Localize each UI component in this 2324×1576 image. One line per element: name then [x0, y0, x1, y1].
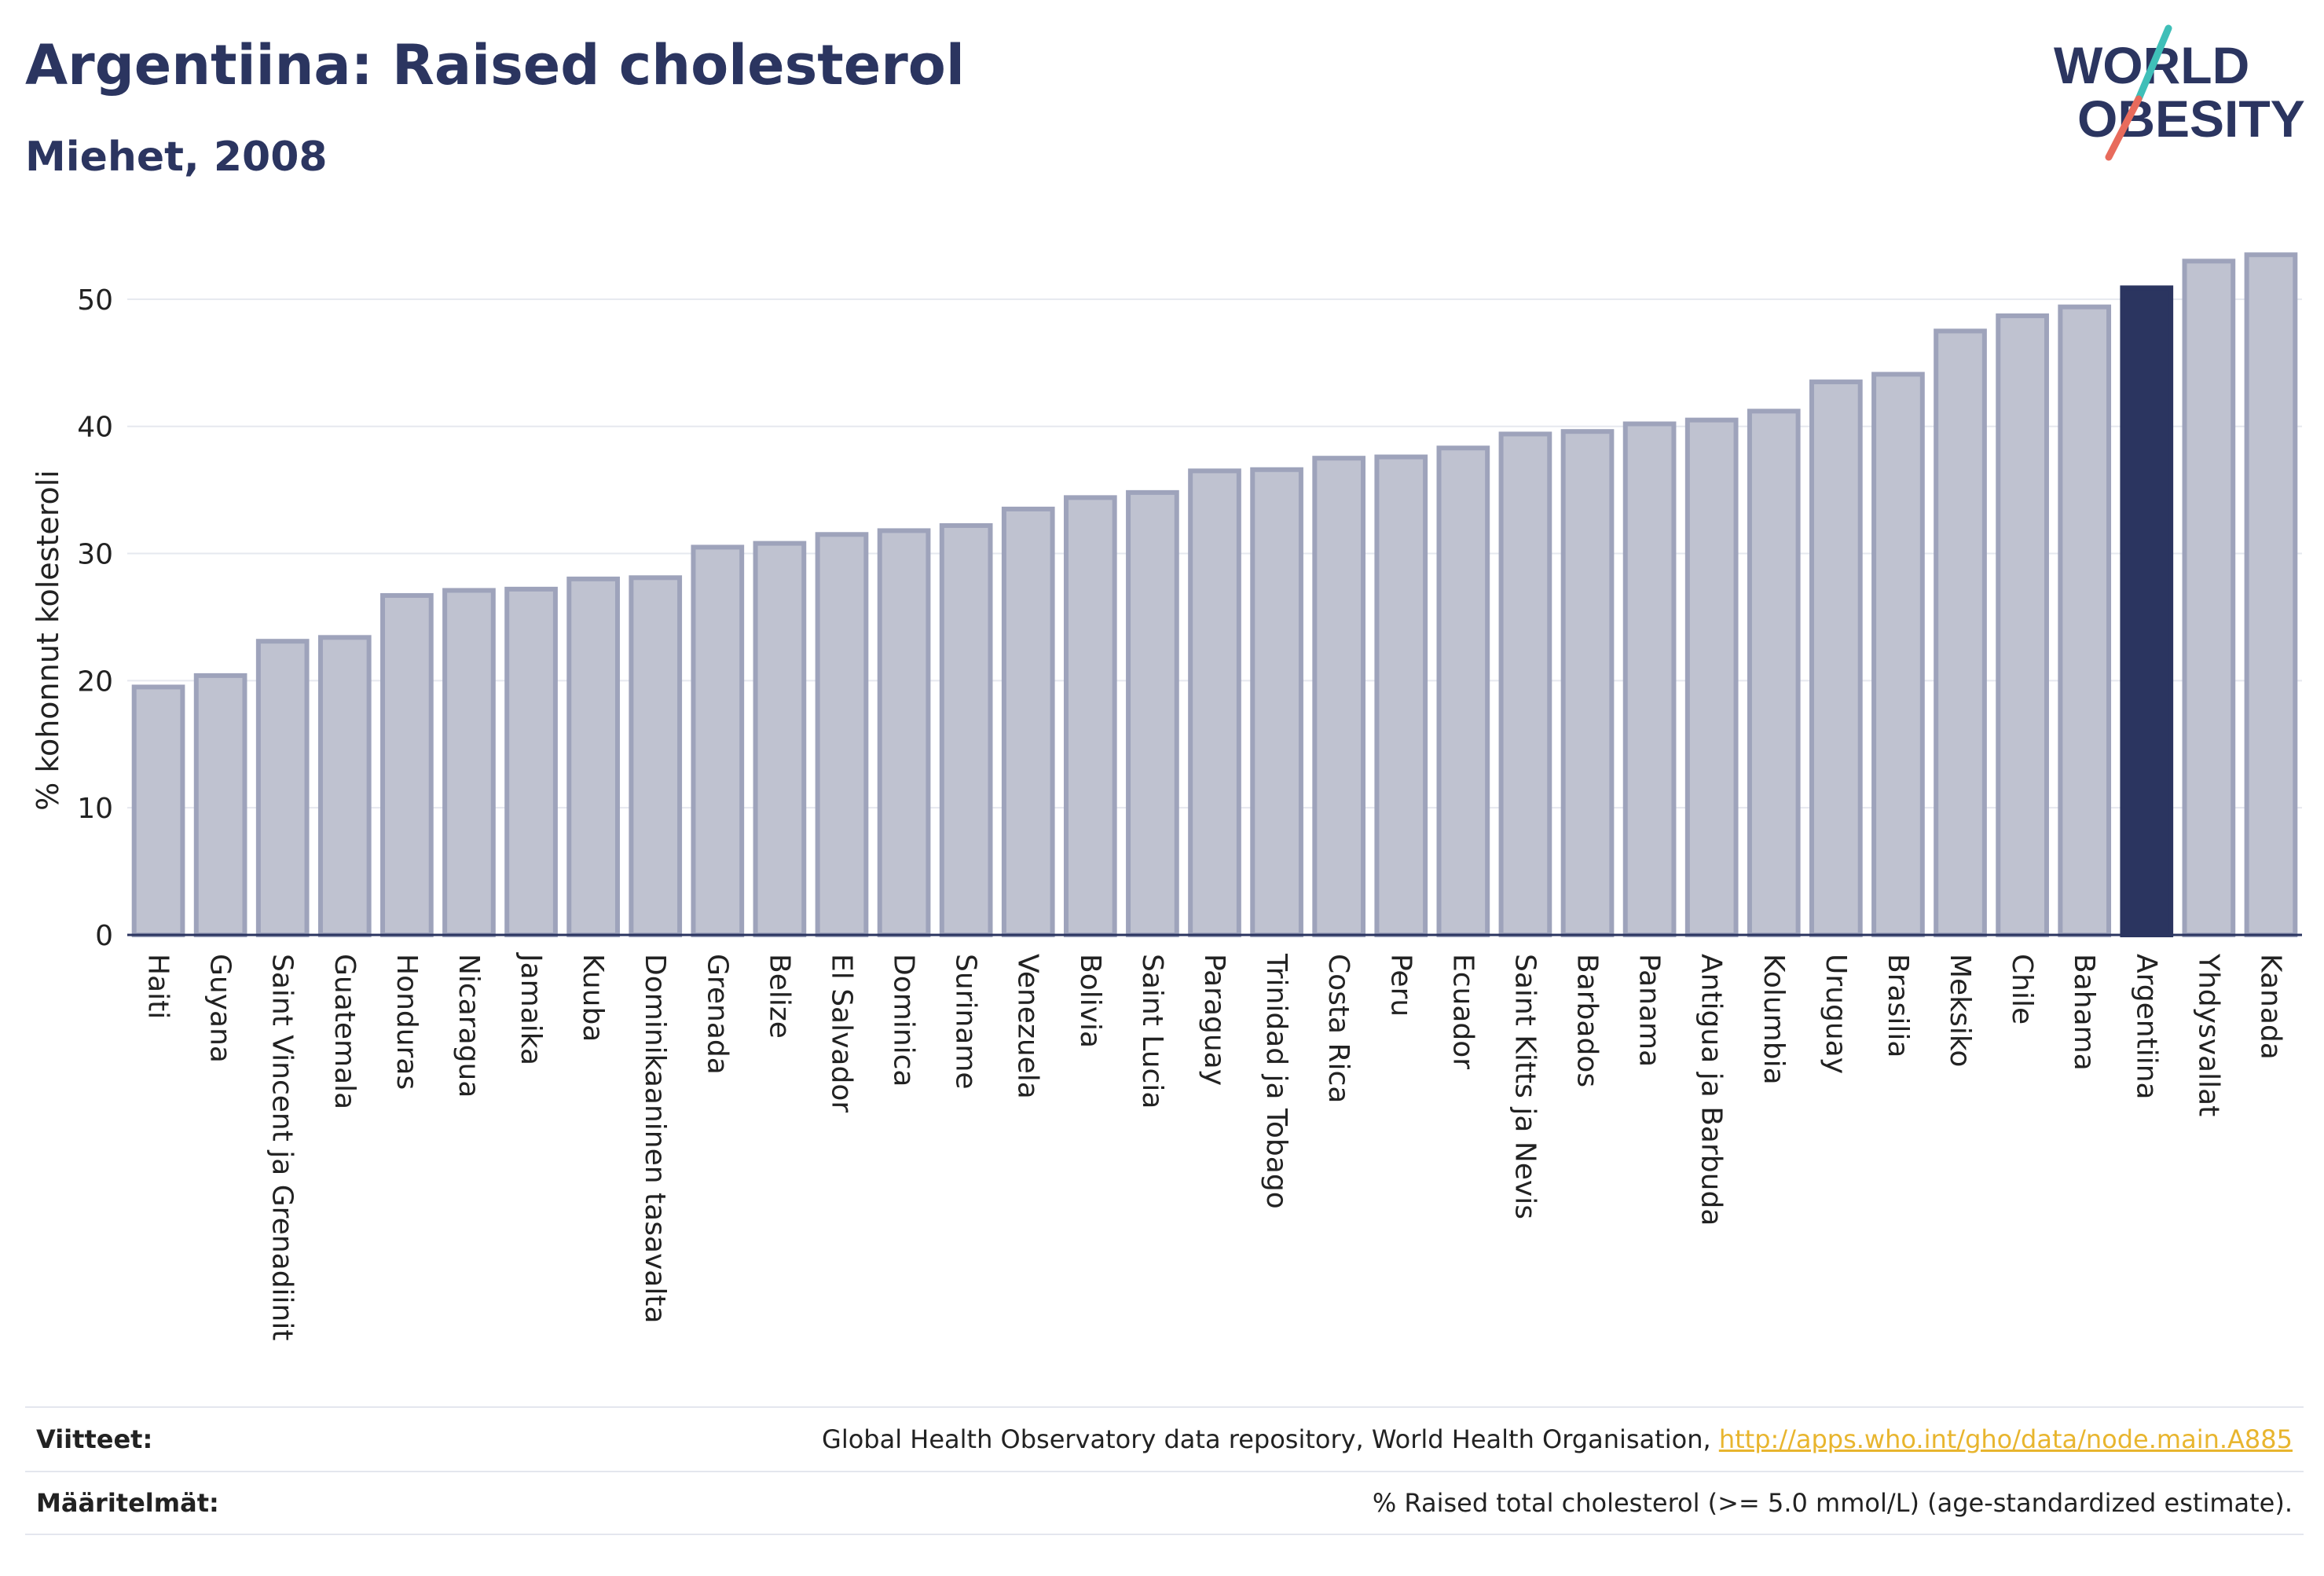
x-tick-label: Nicaragua: [453, 954, 485, 1098]
world-obesity-logo: WORLD OBESITY: [2054, 24, 2305, 161]
bar-panama[interactable]: [1622, 421, 1677, 937]
y-tick-label: 50: [77, 284, 113, 317]
x-tick-label: Ecuador: [1446, 954, 1479, 1069]
bar-yhdysvallat[interactable]: [2182, 258, 2236, 937]
x-tick-label: Jamaika: [515, 952, 547, 1065]
bar-chart: 0 10 20 30 40 50 Haiti Guyana Saint Vincent ja G…: [31, 252, 2302, 1341]
bars: [131, 252, 2298, 938]
bar-uruguay[interactable]: [1809, 379, 1863, 938]
definitions-row: Määritelmät: % Raised total cholesterol …: [25, 1471, 2304, 1535]
x-tick-label: Guatemala: [328, 954, 361, 1109]
x-tick-label: Panama: [1633, 954, 1666, 1067]
x-tick-label: Saint Kitts ja Nevis: [1508, 954, 1541, 1219]
x-tick-label: Bolivia: [1074, 954, 1106, 1048]
logo-slash-teal: [2135, 24, 2172, 103]
bar-saint-vincent-ja-grenadiinit[interactable]: [255, 639, 310, 937]
y-tick-label: 0: [95, 920, 113, 952]
x-tick-label: El Salvador: [825, 954, 857, 1112]
x-tick-label: Dominikaaninen tasavalta: [639, 954, 671, 1324]
bar-el-salvador[interactable]: [815, 532, 869, 937]
bar-ecuador[interactable]: [1436, 445, 1490, 937]
definitions-label: Määritelmät:: [36, 1488, 219, 1518]
bar-trinidad-ja-tobago[interactable]: [1250, 467, 1303, 937]
bar-saint-lucia[interactable]: [1126, 489, 1179, 937]
bar-kanada[interactable]: [2244, 252, 2298, 938]
x-tick-label: Meksiko: [1944, 954, 1976, 1067]
x-tick-label: Grenada: [701, 954, 733, 1075]
references-row: Viitteet: Global Health Observatory data…: [25, 1406, 2304, 1471]
bar-brasilia[interactable]: [1871, 372, 1925, 937]
x-tick-label: Venezuela: [1012, 954, 1044, 1099]
bar-belize[interactable]: [753, 541, 807, 937]
x-tick-label: Brasilia: [1882, 954, 1914, 1057]
bar-meksiko[interactable]: [1934, 328, 1987, 937]
bar-costa-rica[interactable]: [1312, 456, 1366, 937]
axes: 0 10 20 30 40 50 Haiti Guyana Saint Vincent ja G…: [77, 284, 2302, 1341]
x-tick-label: Antigua ja Barbuda: [1695, 954, 1728, 1226]
bar-honduras[interactable]: [380, 592, 434, 937]
x-tick-label: Haiti: [142, 954, 174, 1019]
bar-guatemala[interactable]: [317, 635, 372, 937]
x-tick-label: Trinidad ja Tobago: [1260, 953, 1292, 1209]
bar-guyana[interactable]: [193, 673, 247, 938]
bar-peru[interactable]: [1374, 454, 1428, 937]
x-tick-label: Costa Rica: [1322, 954, 1354, 1103]
x-tick-label: Honduras: [390, 954, 423, 1090]
bar-nicaragua[interactable]: [442, 588, 496, 937]
page-title: Argentiina: Raised cholesterol: [25, 33, 965, 97]
bar-antigua-ja-barbuda[interactable]: [1684, 417, 1739, 937]
bar-bahama[interactable]: [2058, 304, 2112, 938]
bar-barbados[interactable]: [1560, 429, 1615, 937]
bar-jamaika[interactable]: [504, 586, 558, 937]
bar-chile[interactable]: [1996, 313, 2049, 938]
bar-suriname[interactable]: [939, 522, 993, 937]
bar-paraguay[interactable]: [1188, 468, 1241, 937]
bar-saint-kitts-ja-nevis[interactable]: [1498, 431, 1552, 937]
bar-kuuba[interactable]: [566, 576, 620, 938]
x-tick-label: Paraguay: [1198, 954, 1230, 1086]
x-tick-label: Belize: [763, 954, 795, 1039]
x-tick-label: Peru: [1384, 954, 1417, 1017]
x-tick-label: Argentiina: [2130, 954, 2162, 1100]
x-tick-label: Saint Vincent ja Grenadiinit: [266, 954, 299, 1341]
x-tick-label: Guyana: [204, 954, 236, 1063]
x-tick-label: Kuuba: [577, 954, 609, 1042]
definitions-text: % Raised total cholesterol (>= 5.0 mmol/…: [1372, 1488, 2293, 1518]
references-link[interactable]: http://apps.who.int/gho/data/node.main.A…: [1718, 1424, 2293, 1454]
y-tick-label: 20: [77, 665, 113, 698]
x-tick-label: Yhdysvallat: [2192, 953, 2224, 1116]
x-tick-label: Kolumbia: [1758, 954, 1790, 1085]
references-label: Viitteet:: [36, 1424, 153, 1454]
y-tick-label: 10: [77, 793, 113, 825]
references-text: Global Health Observatory data repositor…: [822, 1424, 1719, 1454]
y-axis-label: % kohonnut kolesteroli: [31, 470, 65, 811]
bar-dominica[interactable]: [877, 528, 931, 937]
logo-slash-coral: [2105, 95, 2143, 161]
y-tick-label: 40: [77, 412, 113, 444]
x-tick-label: Uruguay: [1820, 954, 1852, 1074]
x-tick-label: Chile: [2006, 954, 2038, 1024]
x-tick-label: Saint Lucia: [1136, 954, 1168, 1109]
x-tick-label: Dominica: [888, 954, 920, 1087]
bar-grenada[interactable]: [691, 544, 745, 937]
bar-venezuela[interactable]: [1001, 506, 1055, 937]
x-tick-label: Kanada: [2254, 954, 2286, 1060]
bar-kolumbia[interactable]: [1747, 409, 1801, 937]
x-tick-label: Suriname: [950, 954, 982, 1090]
bar-haiti[interactable]: [131, 684, 185, 937]
bar-bolivia[interactable]: [1063, 495, 1117, 937]
page-subtitle: Miehet, 2008: [25, 134, 328, 181]
bar-argentiina[interactable]: [2120, 285, 2174, 937]
x-tick-label: Bahama: [2068, 954, 2100, 1071]
references-text-wrap: Global Health Observatory data repositor…: [822, 1424, 2293, 1454]
bar-dominikaaninen-tasavalta[interactable]: [629, 575, 683, 937]
y-tick-label: 30: [77, 539, 113, 571]
x-tick-label: Barbados: [1571, 954, 1604, 1087]
